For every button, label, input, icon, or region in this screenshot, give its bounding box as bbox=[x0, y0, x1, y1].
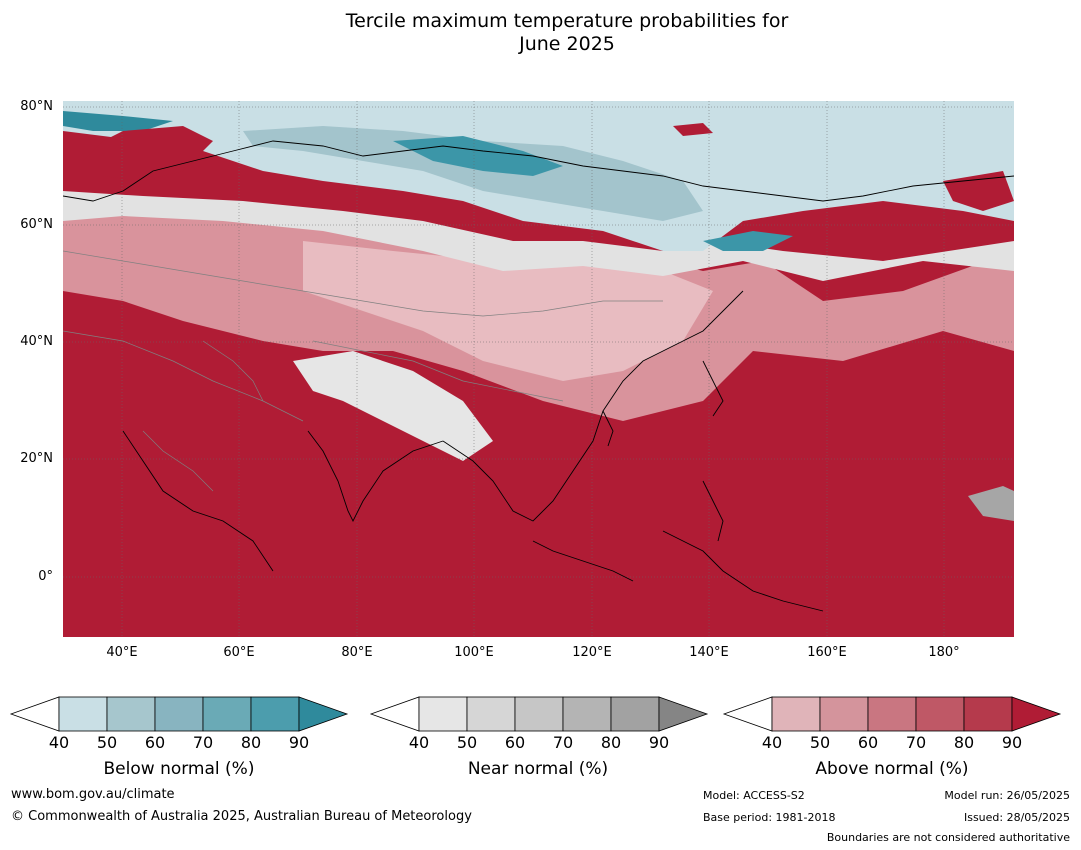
lon-label-100e: 100°E bbox=[454, 645, 494, 660]
colorbar-segment bbox=[562, 696, 612, 732]
colorbar-segment bbox=[610, 696, 660, 732]
colorbar-segment bbox=[202, 696, 252, 732]
colorbar-tick-label: 90 bbox=[1001, 733, 1023, 752]
near-normal-south-asia bbox=[293, 351, 493, 461]
colorbar-above-swatches bbox=[722, 696, 1062, 732]
colorbar-tick-label: 90 bbox=[648, 733, 670, 752]
footer-website: www.bom.gov.au/climate bbox=[11, 787, 175, 802]
country-borders bbox=[63, 250, 663, 492]
colorbar-underflow-triangle bbox=[369, 696, 420, 732]
colorbar-tick-label: 50 bbox=[456, 733, 478, 752]
colorbar-tick-label: 90 bbox=[288, 733, 310, 752]
footer-disclaimer: Boundaries are not considered authoritat… bbox=[826, 831, 1070, 844]
colorbar-segment bbox=[154, 696, 204, 732]
colorbar-segment bbox=[466, 696, 516, 732]
colorbar-segment bbox=[963, 696, 1013, 732]
colorbar-segment bbox=[771, 696, 821, 732]
colorbar-above-normal bbox=[722, 696, 1062, 732]
colorbar-tick-label: 70 bbox=[905, 733, 927, 752]
lon-label-40e: 40°E bbox=[106, 645, 138, 660]
colorbar-underflow-triangle bbox=[9, 696, 60, 732]
colorbar-segment bbox=[250, 696, 300, 732]
below-strong-arctic bbox=[63, 111, 173, 131]
lon-label-140e: 140°E bbox=[689, 645, 729, 660]
lon-label-60e: 60°E bbox=[223, 645, 255, 660]
colorbar-label-near: Near normal (%) bbox=[467, 759, 609, 779]
colorbar-tick-label: 50 bbox=[809, 733, 831, 752]
colorbar-label-below: Below normal (%) bbox=[103, 759, 255, 779]
colorbar-below-swatches bbox=[9, 696, 349, 732]
colorbar-segment bbox=[58, 696, 108, 732]
colorbar-segment bbox=[418, 696, 468, 732]
title-line-2: June 2025 bbox=[519, 33, 615, 55]
lon-label-180: 180° bbox=[928, 645, 960, 660]
colorbar-overflow-triangle bbox=[298, 696, 349, 732]
lat-label-40n: 40°N bbox=[20, 334, 53, 349]
colorbar-tick-label: 80 bbox=[240, 733, 262, 752]
lon-label-80e: 80°E bbox=[341, 645, 373, 660]
footer-copyright: © Commonwealth of Australia 2025, Austra… bbox=[11, 809, 472, 824]
footer-model-run: Model run: 26/05/2025 bbox=[944, 789, 1070, 802]
colorbar-tick-label: 40 bbox=[761, 733, 783, 752]
colorbar-overflow-triangle bbox=[1011, 696, 1062, 732]
colorbar-segment bbox=[867, 696, 917, 732]
colorbar-segment bbox=[819, 696, 869, 732]
lon-label-160e: 160°E bbox=[807, 645, 847, 660]
colorbar-tick-label: 60 bbox=[857, 733, 879, 752]
footer-model: Model: ACCESS-S2 bbox=[703, 789, 805, 802]
above-pale-region bbox=[303, 241, 713, 381]
colorbar-tick-label: 70 bbox=[192, 733, 214, 752]
footer-base-period: Base period: 1981-2018 bbox=[703, 811, 836, 824]
colorbar-tick-label: 70 bbox=[552, 733, 574, 752]
above-strong-siberia-spot bbox=[673, 123, 713, 136]
colorbar-tick-label: 40 bbox=[48, 733, 70, 752]
colorbar-tick-label: 80 bbox=[600, 733, 622, 752]
above-strong-scandinavia bbox=[83, 126, 213, 181]
footer-issued: Issued: 28/05/2025 bbox=[963, 811, 1070, 824]
title-line-1: Tercile maximum temperature probabilitie… bbox=[345, 10, 789, 32]
colorbar-near-swatches bbox=[369, 696, 709, 732]
lat-label-20n: 20°N bbox=[20, 451, 53, 466]
colorbar-segment bbox=[514, 696, 564, 732]
map-canvas bbox=[63, 101, 1014, 637]
near-mid-pacific bbox=[968, 486, 1014, 521]
chart-title: Tercile maximum temperature probabilitie… bbox=[0, 10, 1081, 56]
coastlines bbox=[63, 140, 1014, 612]
colorbar-tick-label: 40 bbox=[408, 733, 430, 752]
lon-label-120e: 120°E bbox=[572, 645, 612, 660]
colorbar-below-normal bbox=[9, 696, 349, 732]
near-normal-region bbox=[63, 191, 1014, 281]
probability-map bbox=[63, 101, 1014, 637]
lat-label-60n: 60°N bbox=[20, 217, 53, 232]
colorbar-label-above: Above normal (%) bbox=[815, 759, 969, 779]
graticule bbox=[63, 101, 1014, 637]
below-strong-east bbox=[703, 231, 793, 251]
colorbar-tick-label: 80 bbox=[953, 733, 975, 752]
colorbar-overflow-triangle bbox=[658, 696, 709, 732]
lat-label-80n: 80°N bbox=[20, 99, 53, 114]
colorbar-segment bbox=[915, 696, 965, 732]
colorbar-tick-label: 50 bbox=[96, 733, 118, 752]
colorbar-tick-label: 60 bbox=[504, 733, 526, 752]
colorbar-near-normal bbox=[369, 696, 709, 732]
colorbar-underflow-triangle bbox=[722, 696, 773, 732]
colorbar-tick-label: 60 bbox=[144, 733, 166, 752]
lat-label-equator: 0° bbox=[38, 569, 53, 584]
below-strong-region bbox=[393, 136, 563, 176]
colorbar-segment bbox=[106, 696, 156, 732]
below-mid-region bbox=[243, 126, 703, 221]
